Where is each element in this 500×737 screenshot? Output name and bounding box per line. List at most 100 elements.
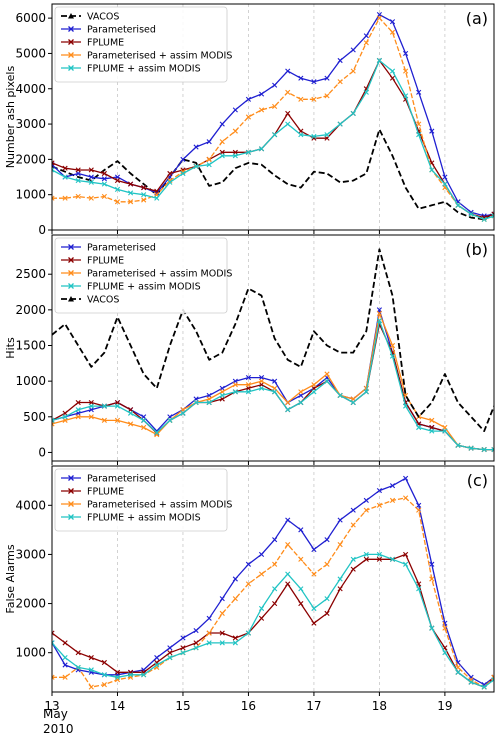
data-point <box>429 128 435 134</box>
data-point <box>219 640 225 646</box>
data-point <box>154 655 160 661</box>
data-point <box>363 40 369 46</box>
data-point <box>62 662 68 668</box>
series-line-4 <box>52 248 494 432</box>
legend-marker <box>68 26 74 32</box>
legend-marker <box>68 475 74 481</box>
data-point <box>258 378 265 384</box>
data-point <box>88 195 94 201</box>
data-point <box>298 132 304 138</box>
data-point <box>114 186 121 192</box>
data-point <box>363 556 369 562</box>
data-point <box>403 403 409 409</box>
data-point <box>75 664 81 671</box>
data-point <box>245 389 252 395</box>
data-point <box>389 353 396 359</box>
data-point <box>245 114 252 120</box>
data-point <box>114 669 121 675</box>
data-point <box>337 121 343 127</box>
legend-entry: Parameterised + assim MODIS <box>87 269 232 280</box>
legend-marker <box>68 13 74 19</box>
data-point <box>350 566 356 572</box>
y-tick-label: 5000 <box>15 46 46 60</box>
legend-marker <box>68 270 74 276</box>
data-point <box>363 507 369 513</box>
data-point <box>363 89 369 95</box>
data-point <box>180 635 186 641</box>
y-tick-label: 1000 <box>15 188 46 202</box>
data-point <box>429 561 435 567</box>
data-point <box>272 103 278 109</box>
legend-entry: FPLUME <box>87 256 124 267</box>
data-point <box>62 195 68 201</box>
data-point <box>429 625 435 631</box>
data-point <box>324 596 330 602</box>
data-point <box>442 650 448 656</box>
data-point <box>52 640 55 646</box>
data-point <box>298 556 304 562</box>
data-point <box>154 429 160 436</box>
data-point <box>298 399 304 406</box>
data-point <box>491 447 494 453</box>
data-point <box>232 382 238 388</box>
data-point <box>350 507 356 513</box>
data-point <box>245 382 252 388</box>
data-point <box>455 664 461 671</box>
data-point <box>337 542 343 548</box>
data-point <box>272 132 278 138</box>
data-point <box>491 211 494 217</box>
data-point <box>245 581 252 587</box>
data-point <box>193 640 199 646</box>
data-point <box>403 561 409 567</box>
data-point <box>245 630 252 636</box>
data-point <box>219 596 225 602</box>
y-tick-label: 6000 <box>15 11 46 25</box>
data-point <box>101 417 107 423</box>
data-point <box>167 179 173 185</box>
data-point <box>180 645 186 651</box>
data-point <box>193 163 199 170</box>
legend-entry: Parameterised <box>87 243 156 254</box>
data-point <box>416 132 422 138</box>
legend-box <box>54 468 228 532</box>
data-point <box>324 371 330 377</box>
data-point <box>416 507 422 513</box>
x-tick-label: 14 <box>110 699 125 713</box>
legend-entry: FPLUME <box>87 487 124 498</box>
data-point <box>101 170 107 177</box>
legend-marker <box>68 257 74 263</box>
plot-frame <box>51 465 495 693</box>
data-point <box>206 139 212 145</box>
legend-entry: VACOS <box>87 295 119 306</box>
data-point <box>298 389 304 395</box>
data-point <box>311 133 317 140</box>
data-point <box>258 107 265 113</box>
data-point <box>193 144 199 150</box>
data-point <box>52 160 55 166</box>
data-point <box>101 403 107 409</box>
data-point <box>141 192 147 198</box>
y-tick-label: 2000 <box>15 597 46 611</box>
legend-marker <box>68 501 74 507</box>
data-point <box>75 650 81 656</box>
data-point <box>324 561 330 567</box>
data-point <box>141 424 147 431</box>
data-point <box>232 640 238 646</box>
series-group <box>52 475 494 690</box>
data-point <box>167 655 173 661</box>
x-tick-label: 18 <box>372 699 387 713</box>
data-point <box>206 162 212 168</box>
data-point <box>101 193 107 200</box>
data-point <box>389 342 396 349</box>
data-point <box>141 417 147 423</box>
legend-box <box>54 6 228 83</box>
data-point <box>285 399 291 406</box>
legend: VACOS Parameterised FPLUME Parameterised + … <box>54 6 232 83</box>
data-point <box>298 586 304 592</box>
series-line-0 <box>52 128 494 221</box>
data-point <box>101 672 107 678</box>
data-point <box>324 378 330 384</box>
data-point <box>416 89 422 95</box>
